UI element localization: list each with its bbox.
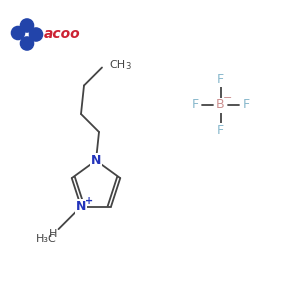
Text: CH: CH (110, 59, 126, 70)
Text: H₃C: H₃C (36, 234, 57, 244)
Text: 3: 3 (125, 62, 131, 71)
Text: F: F (217, 124, 224, 137)
Text: N: N (76, 200, 86, 213)
Circle shape (20, 37, 34, 50)
Circle shape (29, 28, 43, 41)
Text: H: H (49, 229, 57, 238)
Circle shape (11, 26, 25, 40)
Circle shape (20, 19, 34, 32)
Text: acoo: acoo (44, 28, 80, 41)
Text: B: B (216, 98, 225, 112)
Text: +: + (85, 196, 94, 206)
Text: F: F (242, 98, 250, 112)
Text: −: − (222, 93, 232, 103)
Text: F: F (191, 98, 199, 112)
Text: F: F (217, 73, 224, 86)
Text: N: N (91, 154, 101, 167)
